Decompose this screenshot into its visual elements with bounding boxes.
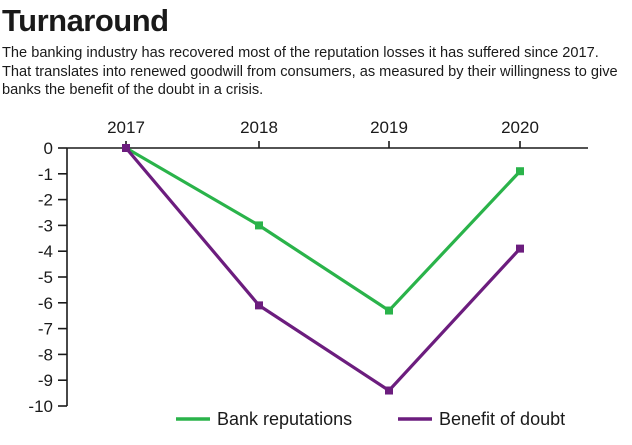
data-point-marker (255, 301, 263, 310)
legend-label: Benefit of doubt (439, 409, 565, 429)
data-point-marker (122, 144, 130, 152)
y-tick-label: -5 (38, 268, 53, 287)
y-tick-label: -2 (38, 191, 53, 210)
data-point-marker (385, 306, 393, 315)
y-tick-label: -9 (38, 371, 53, 390)
y-tick-label: 0 (44, 139, 53, 158)
y-tick-label: -6 (38, 294, 53, 313)
data-point-marker (516, 167, 524, 176)
y-tick-label: -10 (28, 397, 53, 416)
x-tick-label: 2018 (240, 118, 278, 137)
y-tick-label: -1 (38, 165, 53, 184)
axes-layer: 0 -1 -2 -3 -4 -5 -6 -7 -8 -9 -10 2017 2018 2019 2020 (28, 118, 588, 416)
y-tick-label: -4 (38, 242, 53, 261)
y-tick-label: -3 (38, 216, 53, 235)
chart-title: Turnaround (2, 3, 169, 38)
x-tick-label: 2017 (107, 118, 145, 137)
chart-subtitle: The banking industry has recovered most … (2, 45, 618, 98)
data-point-marker (516, 244, 524, 253)
series-line-0 (125, 146, 522, 313)
series-layer (122, 144, 524, 395)
y-tick-label: -7 (38, 320, 53, 339)
data-point-marker (385, 386, 393, 395)
series-line-1 (124, 146, 522, 393)
data-point-marker (255, 221, 263, 230)
legend: Bank reputations Benefit of doubt (176, 409, 565, 429)
y-tick-label: -8 (38, 345, 53, 364)
x-tick-label: 2019 (370, 118, 408, 137)
x-tick-label: 2020 (501, 118, 539, 137)
legend-label: Bank reputations (217, 409, 352, 429)
